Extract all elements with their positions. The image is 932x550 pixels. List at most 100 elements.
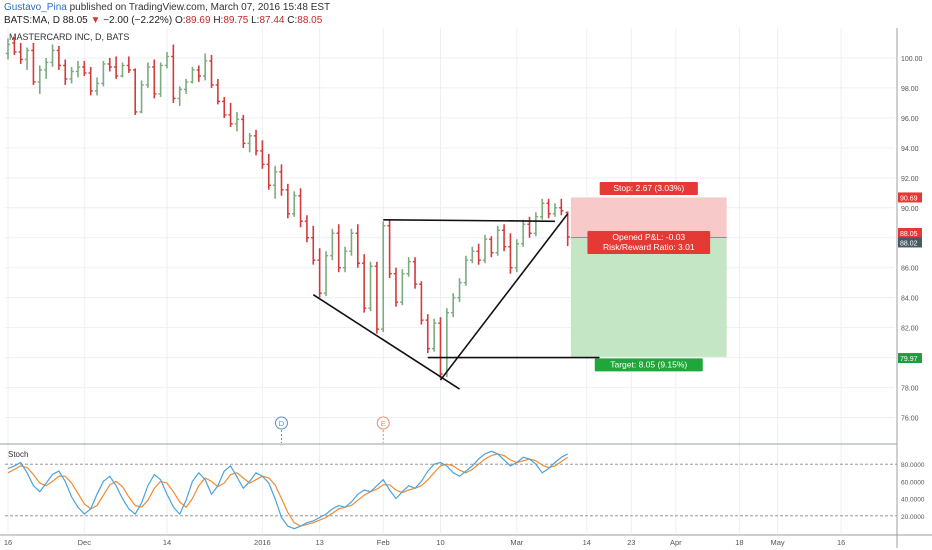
high-value: 89.75 bbox=[223, 15, 249, 26]
ohlc-bar bbox=[63, 59, 68, 85]
ohlc-bar bbox=[317, 248, 322, 298]
ohlc-bar bbox=[145, 62, 151, 88]
ohlc-bar bbox=[495, 225, 500, 256]
ohlc-bar bbox=[552, 203, 558, 217]
time-axis[interactable]: 16 Dec 14 2016 13 Feb 10 Mar 14 23 Apr 18 May 16 bbox=[0, 534, 932, 547]
ohlc-bar bbox=[266, 153, 271, 190]
publish-header: Gustavo_Pina published on TradingView.co… bbox=[4, 2, 330, 13]
event-marker: D bbox=[274, 416, 288, 443]
price-marker: 90.69 bbox=[898, 192, 922, 203]
ohlc-bar bbox=[323, 251, 329, 297]
time-tick-label: Dec bbox=[78, 538, 92, 547]
ohlc-bar bbox=[222, 96, 227, 118]
ohlc-bar bbox=[164, 51, 170, 69]
ohlc-bar bbox=[292, 191, 297, 217]
author-link[interactable]: Gustavo_Pina bbox=[4, 2, 67, 13]
ohlc-bar bbox=[482, 234, 488, 264]
trendline bbox=[383, 218, 555, 223]
stoch-tick-label: 60.0000 bbox=[901, 479, 925, 486]
ohlc-bar bbox=[285, 183, 291, 219]
ohlc-bar bbox=[120, 62, 125, 78]
ohlc-bar bbox=[133, 68, 138, 115]
ohlc-bar bbox=[451, 293, 456, 318]
ohlc-bar bbox=[209, 54, 214, 88]
ohlc-bar bbox=[69, 66, 74, 84]
ohlc-bar bbox=[171, 44, 176, 103]
event-marker: E bbox=[376, 416, 390, 443]
ohlc-bar bbox=[298, 188, 303, 228]
ohlc-bar bbox=[374, 261, 380, 334]
position-zones bbox=[570, 197, 727, 357]
event-circle bbox=[274, 416, 288, 430]
ohlc-bar bbox=[431, 318, 437, 352]
position-labels: Stop: 2.67 (3.03%) Opened P&L: -0.03Risk/… bbox=[587, 181, 711, 372]
ohlc-bar bbox=[253, 129, 259, 156]
ohlc-bar bbox=[279, 164, 284, 196]
ohlc-bar bbox=[94, 77, 100, 96]
ohlc-bar bbox=[241, 114, 246, 148]
price-axis[interactable]: 100.0098.0096.0094.0092.0090.0088.0086.0… bbox=[896, 28, 923, 548]
target-zone bbox=[570, 237, 727, 357]
event-label: E bbox=[381, 419, 386, 428]
price-tick-label: 82.00 bbox=[901, 326, 919, 333]
stoch-tick-label: 20.0000 bbox=[901, 514, 925, 521]
time-tick-label: Feb bbox=[377, 538, 390, 547]
symbol-header: BATS:MA, D 88.05 ▼ −2.00 (−2.22%) O:89.6… bbox=[4, 15, 322, 26]
time-tick-label: 10 bbox=[436, 538, 444, 547]
ohlc-bar bbox=[101, 60, 106, 87]
ohlc-bar bbox=[368, 261, 373, 312]
price-tick-label: 86.00 bbox=[901, 266, 919, 273]
ohlc-bar bbox=[202, 53, 208, 81]
ohlc-bar bbox=[419, 281, 424, 325]
ohlc-bar bbox=[260, 140, 265, 169]
ohlc-bar bbox=[559, 198, 564, 216]
ohlc-bar bbox=[336, 224, 341, 273]
time-tick-label: 16 bbox=[837, 538, 845, 547]
stop-zone bbox=[570, 197, 727, 238]
stop-label-text: Stop: 2.67 (3.03%) bbox=[613, 183, 684, 193]
high-label: H: bbox=[213, 15, 224, 26]
price-tick-label: 92.00 bbox=[901, 176, 919, 183]
ohlc-bar bbox=[177, 86, 182, 106]
close-value: 88.05 bbox=[297, 15, 323, 26]
time-tick-label: 18 bbox=[735, 538, 743, 547]
ohlc-bar bbox=[152, 59, 157, 99]
ohlc-bar bbox=[508, 233, 513, 274]
price-marker-box bbox=[898, 237, 922, 248]
price-grid bbox=[5, 28, 895, 533]
price-tick-label: 78.00 bbox=[901, 386, 919, 393]
close-label: C: bbox=[287, 15, 298, 26]
ohlc-bar bbox=[31, 42, 36, 85]
ohlc-bar bbox=[463, 255, 469, 286]
ohlc-bar bbox=[349, 228, 354, 256]
ohlc-bar bbox=[533, 212, 539, 237]
ohlc-bar bbox=[527, 216, 532, 238]
last-price: 88.05 bbox=[62, 15, 88, 26]
stoch-d-line bbox=[7, 453, 569, 527]
ohlc-bar bbox=[457, 278, 462, 303]
pnl-label-text: Opened P&L: -0.03 bbox=[612, 232, 685, 242]
price-tick-label: 76.00 bbox=[901, 416, 919, 423]
stop-label: Stop: 2.67 (3.03%) bbox=[599, 181, 698, 195]
price-marker: 88.05 bbox=[898, 227, 922, 238]
ohlc-bar bbox=[406, 257, 411, 277]
ohlc-bar bbox=[470, 246, 475, 264]
stoch-pane: Stoch 80.0000 60.0000 40.0000 20.0000 bbox=[0, 443, 925, 530]
time-tick-label: 14 bbox=[583, 538, 591, 547]
price-tick-label: 98.00 bbox=[901, 86, 919, 93]
ohlc-bar bbox=[425, 314, 430, 354]
price-marker-text: 90.69 bbox=[900, 195, 918, 202]
ohlc-bar bbox=[355, 224, 360, 268]
time-tick-label: May bbox=[770, 538, 784, 547]
price-marker-box bbox=[898, 227, 922, 238]
ohlc-bar bbox=[412, 257, 418, 289]
ohlc-bar bbox=[546, 198, 551, 219]
target-label-box bbox=[594, 358, 703, 372]
low-value: 87.44 bbox=[259, 15, 285, 26]
ohlc-bar bbox=[514, 239, 519, 273]
ohlc-bar bbox=[12, 36, 17, 55]
ohlc-bar bbox=[228, 102, 233, 127]
ohlc-bar bbox=[126, 56, 132, 73]
price-marker-text: 88.02 bbox=[900, 240, 918, 247]
